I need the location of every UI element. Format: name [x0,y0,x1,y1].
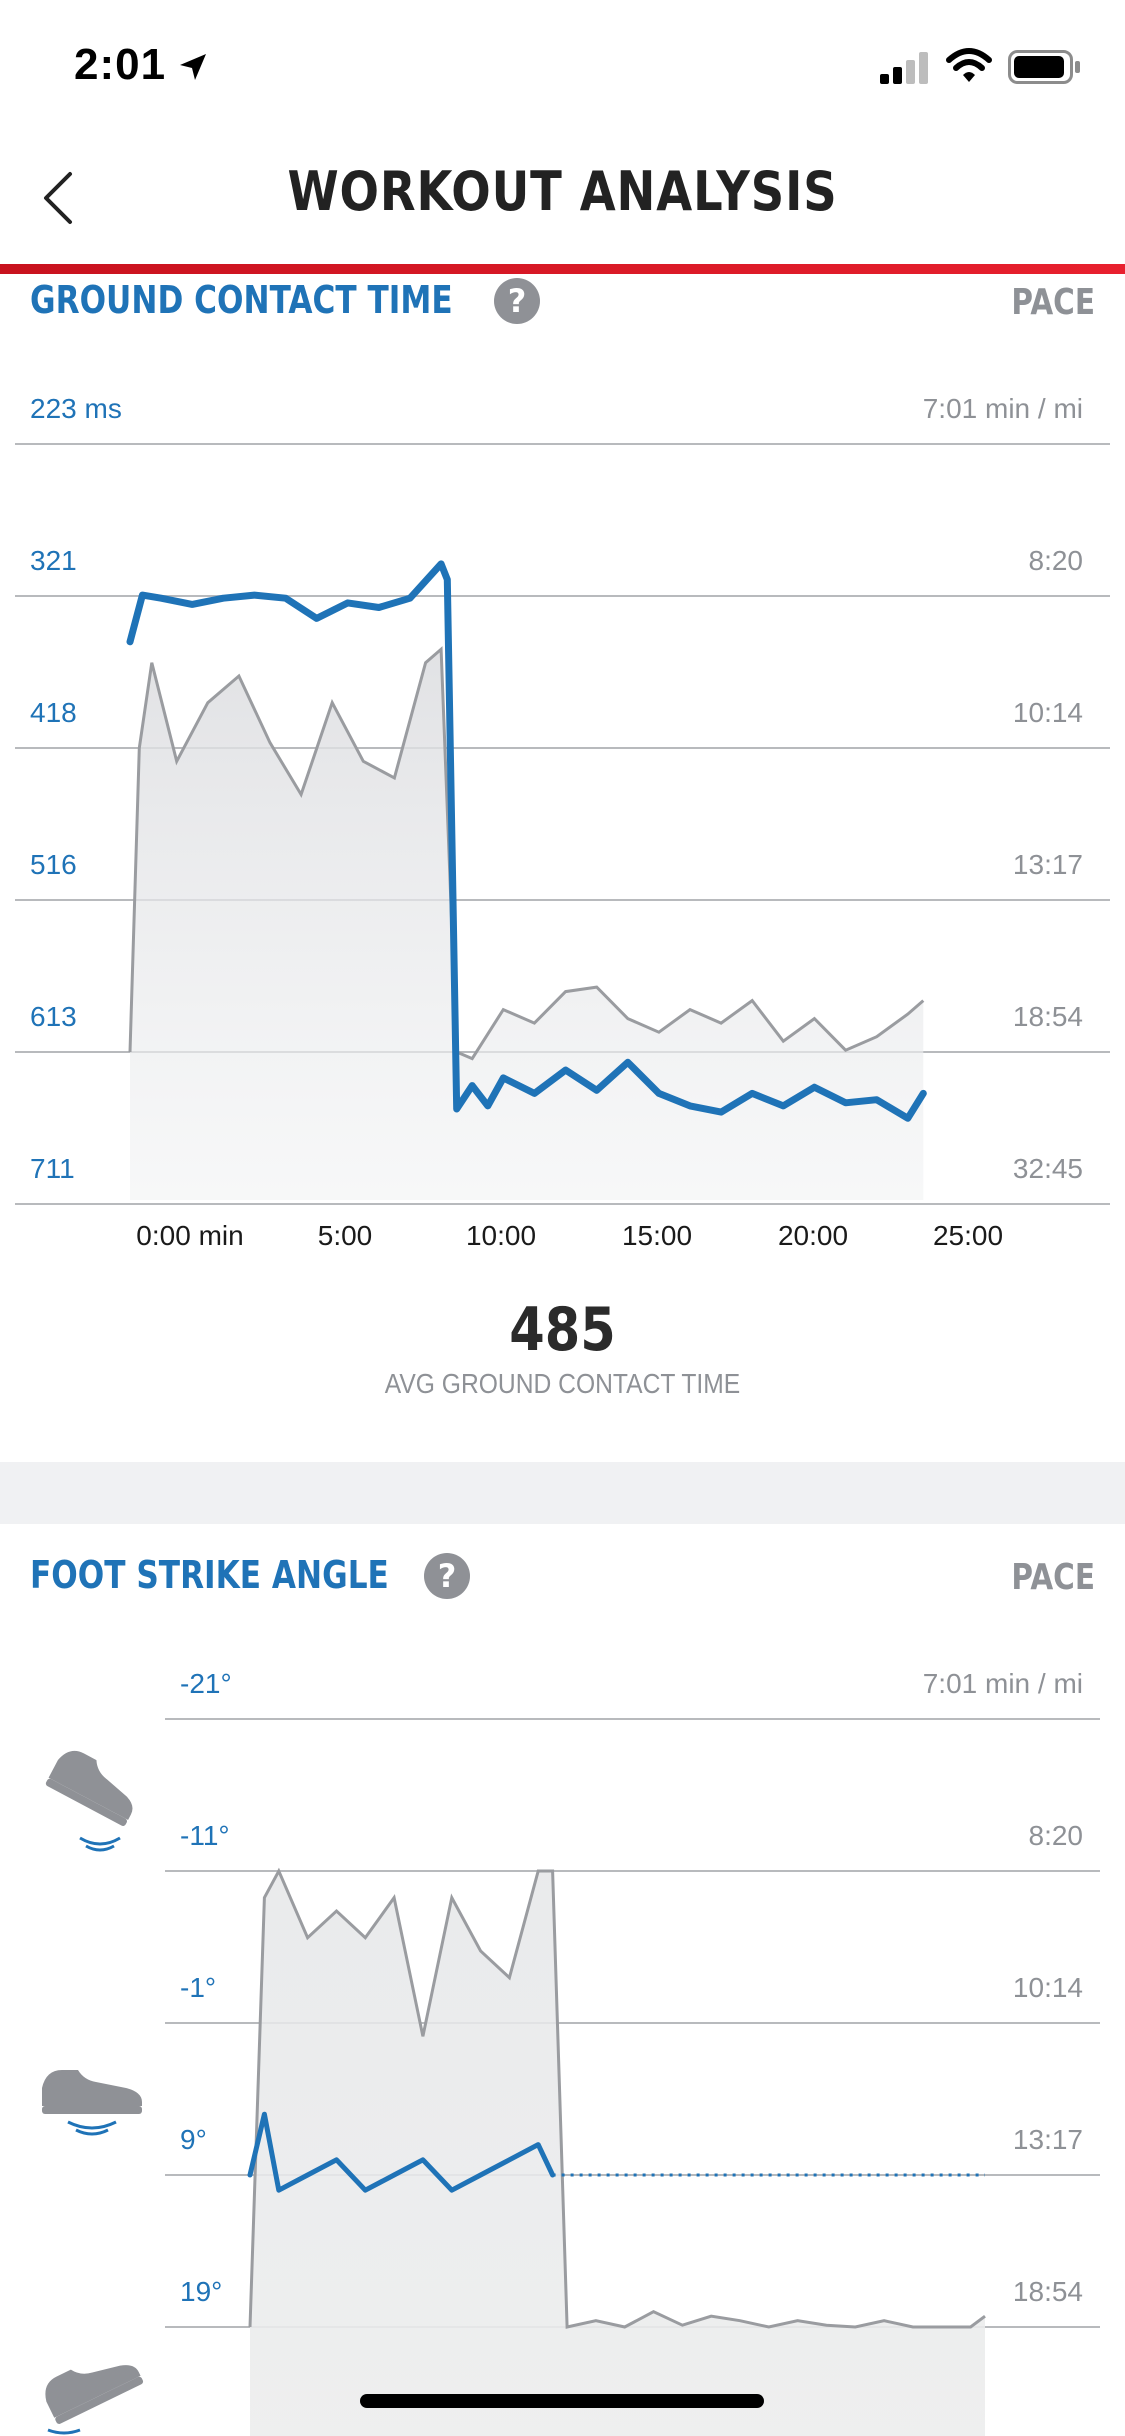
page-title: WORKOUT ANALYSIS [287,160,838,223]
shoe-forefoot-strike-icon [45,2365,144,2435]
fsa-y-label: 19° [180,2276,223,2307]
fsa-pace-line [248,1867,986,2329]
gct-y-label: 321 [30,545,77,576]
gct-y-label: 613 [30,1001,77,1032]
gct-x-label: 5:00 [317,1220,373,1251]
gct-y-label: 711 [30,1153,75,1184]
cellular-signal-icon [880,52,928,84]
section-separator [0,1462,1125,1524]
gct-x-label: 20:00 [777,1220,849,1251]
fsa-pace-tick: 10:14 [1012,1972,1083,2003]
avg-ground-contact-value: 485 [509,1295,616,1365]
avg-ground-contact-label: AVG GROUND CONTACT TIME [384,1368,741,1399]
gct-pace-tick: 32:45 [1012,1153,1083,1184]
gct-y-label: 516 [30,849,77,880]
fsa-pace-tick: 18:54 [1012,2276,1083,2307]
fsa-pace-label: PACE [1011,1557,1095,1598]
fsa-y-label: -11° [180,1820,230,1851]
shoe-heel-strike-icon [45,1750,133,1852]
back-chevron-icon[interactable] [40,170,76,226]
gct-pace-area [130,649,924,1200]
shoe-midfoot-strike-icon [42,2070,142,2136]
gct-x-label: 10:00 [465,1220,537,1251]
gct-pace-tick: 8:20 [1028,545,1084,576]
gct-x-label: 15:00 [621,1220,693,1251]
battery-icon [1008,50,1080,84]
fsa-y-label: -1° [180,1972,217,2003]
gct-section-title: GROUND CONTACT TIME [30,278,453,322]
gct-y-label: 223 ms [30,393,122,424]
fsa-pace-tick: 8:20 [1028,1820,1084,1851]
gct-pace-label: PACE [1011,282,1095,323]
fsa-y-label: -21° [180,1668,232,1699]
gct-pace-tick: 7:01 min / mi [922,393,1083,424]
gct-x-label: 0:00 min [136,1220,244,1251]
gct-pace-line [128,646,925,1061]
gct-pace-tick: 10:14 [1012,697,1083,728]
home-indicator [360,2394,764,2408]
gct-x-label: 25:00 [932,1220,1004,1251]
gct-chart [15,443,1110,1205]
gct-ground-contact-line [126,560,927,1122]
gct-y-label: 418 [30,697,77,728]
fsa-pace-area [250,1871,985,2436]
gct-pace-tick: 13:17 [1012,849,1083,880]
fsa-help-icon[interactable]: ? [424,1553,470,1599]
gct-pace-tick: 18:54 [1012,1001,1083,1032]
wifi-icon [946,48,992,82]
status-time: 2:01 [74,40,167,89]
fsa-y-label: 9° [180,2124,207,2155]
fsa-pace-tick: 7:01 min / mi [922,1668,1083,1699]
fsa-section-title: FOOT STRIKE ANGLE [30,1553,389,1597]
fsa-pace-tick: 13:17 [1012,2124,1083,2155]
header-divider [0,264,1125,274]
gct-help-icon[interactable]: ? [494,278,540,324]
fsa-foot-strike-line [247,2111,556,2193]
location-arrow-icon [180,54,206,80]
